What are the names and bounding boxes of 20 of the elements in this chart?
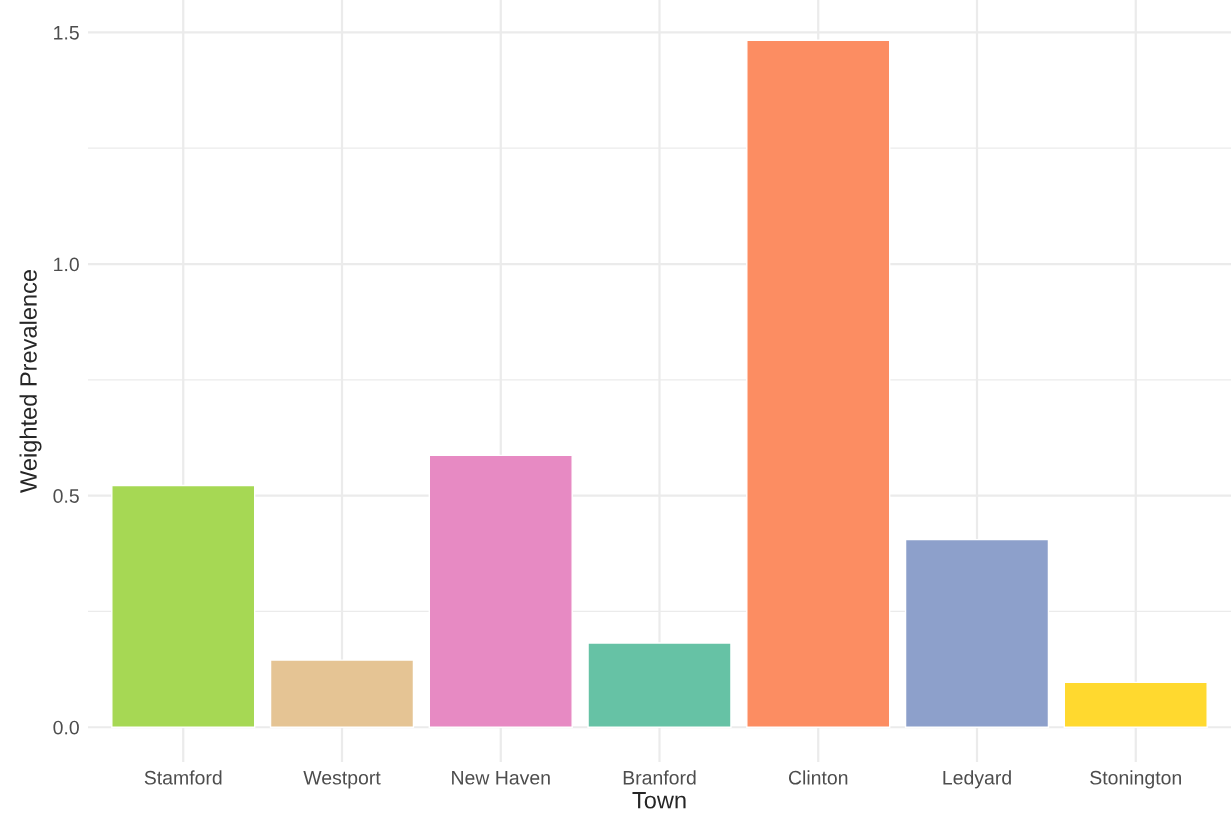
bar xyxy=(746,39,891,728)
x-tick-label: Westport xyxy=(303,771,381,789)
y-axis-title: Weighted Prevalence xyxy=(19,270,42,493)
bar xyxy=(904,538,1050,728)
x-tick-label: New Haven xyxy=(452,771,550,785)
y-tick-label: 1.0 xyxy=(54,257,79,272)
bar xyxy=(111,484,256,728)
bar xyxy=(269,659,415,728)
x-tick-label: Stamford xyxy=(144,770,222,785)
y-tick-label: 0.0 xyxy=(53,720,79,735)
x-tick-label: Stonington xyxy=(1090,770,1181,789)
x-tick-label: Branford xyxy=(623,770,696,785)
x-axis-title: Town xyxy=(632,792,686,809)
y-tick-label: 0.5 xyxy=(53,489,79,503)
y-tick-label: 1.5 xyxy=(54,26,79,40)
x-tick-label: Clinton xyxy=(788,770,848,785)
bar xyxy=(1063,681,1208,728)
x-tick-label: Ledyard xyxy=(943,770,1011,789)
bar xyxy=(587,642,732,728)
bar xyxy=(428,454,573,728)
